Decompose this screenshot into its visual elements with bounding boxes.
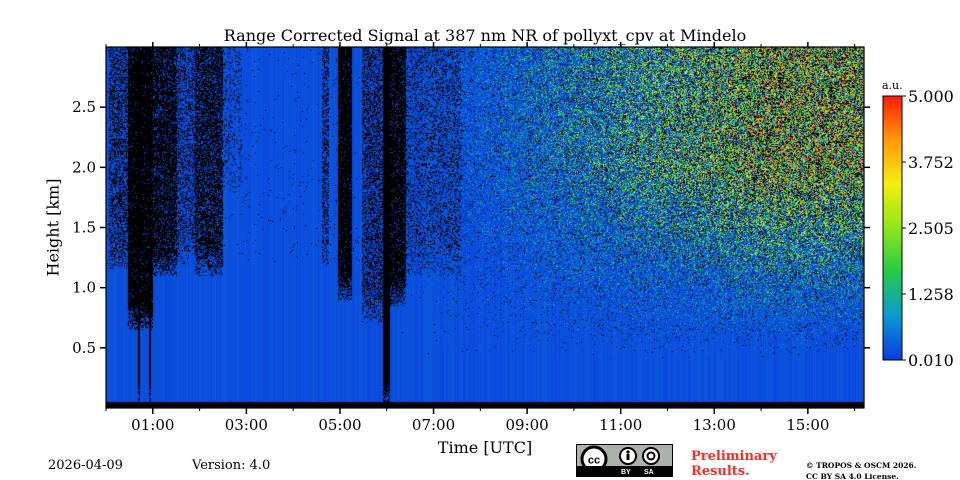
- x-tick-label: 05:00: [318, 416, 361, 434]
- copyright-line2: CC BY SA 4.0 License.: [806, 472, 899, 480]
- plot-frame: [105, 46, 865, 409]
- x-tick-label: 03:00: [225, 416, 268, 434]
- colorbar: [882, 95, 903, 361]
- colorbar-tick-label: 2.505: [908, 219, 954, 238]
- y-tick-label: 2.0: [72, 158, 96, 176]
- copyright-note: © TROPOS & OSCM 2026. CC BY SA 4.0 Licen…: [806, 460, 916, 480]
- colorbar-tick-label: 0.010: [908, 351, 954, 370]
- x-tick-label: 01:00: [131, 416, 174, 434]
- chart-title: Range Corrected Signal at 387 nm NR of p…: [223, 26, 747, 45]
- x-axis-label: Time [UTC]: [437, 438, 533, 457]
- preliminary-line1: Preliminary: [691, 449, 777, 464]
- colorbar-tick-label: 3.752: [908, 153, 954, 172]
- y-tick-label: 0.5: [72, 339, 96, 357]
- x-tick-label: 15:00: [786, 416, 829, 434]
- y-axis-label: Height [km]: [43, 178, 63, 277]
- x-tick-label: 07:00: [412, 416, 455, 434]
- cc-license-badge: cc BY SA: [576, 444, 673, 477]
- x-tick-label: 11:00: [599, 416, 642, 434]
- colorbar-tick-label: 5.000: [908, 87, 954, 106]
- preliminary-note: Preliminary Results.: [691, 449, 777, 479]
- y-tick-label: 1.5: [72, 219, 96, 237]
- copyright-line1: © TROPOS & OSCM 2026.: [806, 461, 917, 470]
- x-tick-label: 09:00: [505, 416, 548, 434]
- cc-sa-label: SA: [644, 469, 654, 476]
- cc-by-label: BY: [621, 469, 631, 476]
- y-tick-label: 2.5: [72, 98, 96, 116]
- y-tick-label: 1.0: [72, 279, 96, 297]
- signal-heatmap: [106, 47, 864, 408]
- preliminary-line2: Results.: [691, 464, 750, 479]
- version-label: Version: 4.0: [192, 458, 271, 473]
- date-label: 2026-04-09: [48, 458, 123, 473]
- x-tick-label: 13:00: [693, 416, 736, 434]
- svg-text:cc: cc: [588, 455, 600, 467]
- colorbar-unit: a.u.: [882, 79, 903, 92]
- colorbar-tick-label: 1.258: [908, 285, 954, 304]
- cc-icon: cc: [580, 445, 660, 473]
